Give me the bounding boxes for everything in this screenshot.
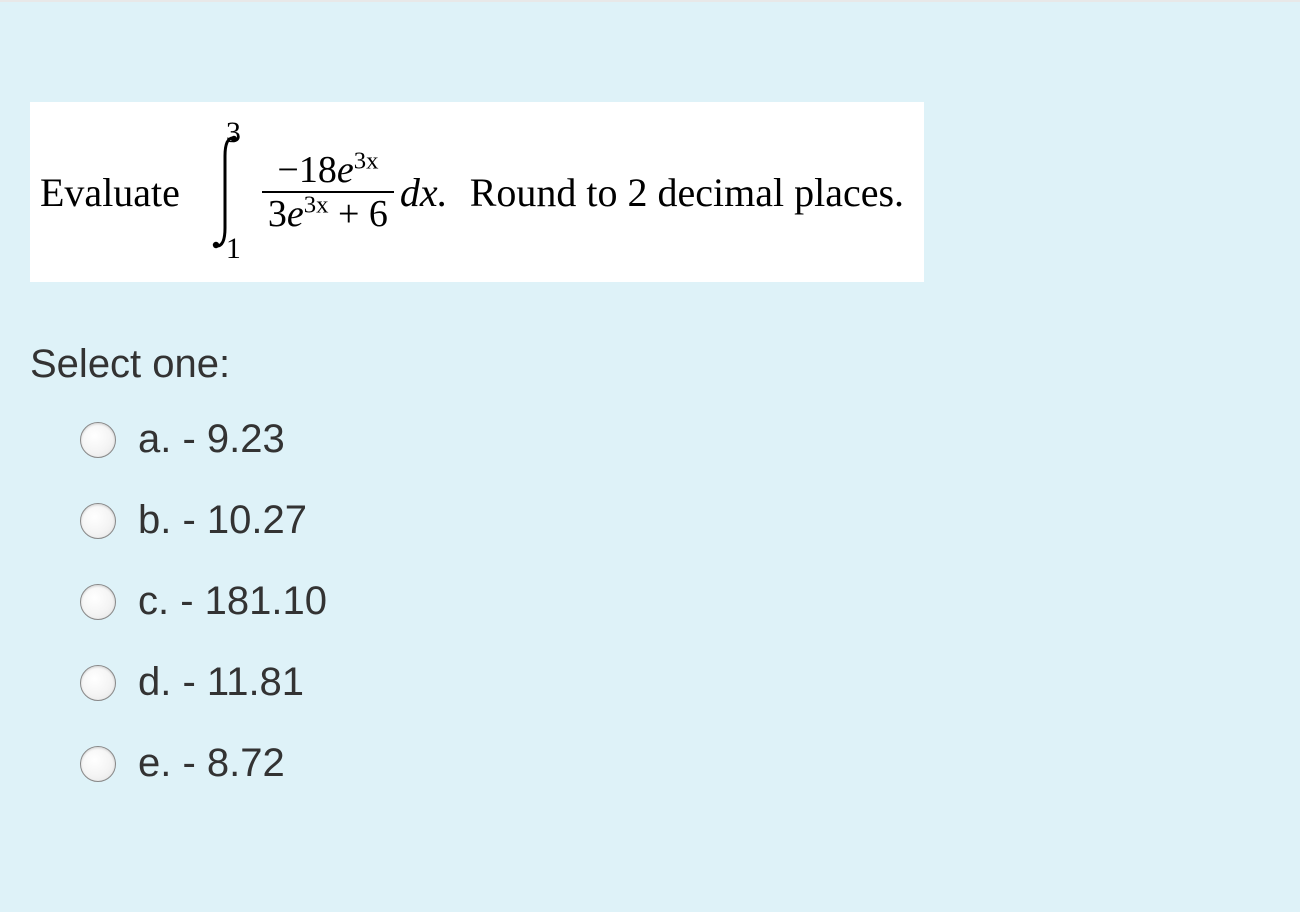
radio-icon[interactable] xyxy=(80,665,116,701)
radio-icon[interactable] xyxy=(80,584,116,620)
dx-label: dx. xyxy=(400,169,448,216)
option-label: e. - 8.72 xyxy=(138,741,285,786)
option-e[interactable]: e. - 8.72 xyxy=(80,741,1270,786)
select-one-label: Select one: xyxy=(30,342,1270,387)
quiz-page: Evaluate 3 1 −18e3x 3e3x + 6 dx. xyxy=(0,0,1300,912)
option-label: c. - 181.10 xyxy=(138,579,327,624)
radio-icon[interactable] xyxy=(80,746,116,782)
round-instruction: Round to 2 decimal places. xyxy=(470,169,904,216)
integral-expression: 3 1 −18e3x 3e3x + 6 dx. xyxy=(202,122,448,262)
integral-upper-limit: 3 xyxy=(226,116,241,150)
option-b[interactable]: b. - 10.27 xyxy=(80,498,1270,543)
radio-icon[interactable] xyxy=(80,503,116,539)
integral-lower-limit: 1 xyxy=(226,232,241,266)
option-label: b. - 10.27 xyxy=(138,498,307,543)
fraction-denominator: 3e3x + 6 xyxy=(262,193,394,235)
radio-icon[interactable] xyxy=(80,422,116,458)
options-list: a. - 9.23 b. - 10.27 c. - 181.10 d. - 11… xyxy=(30,417,1270,786)
option-label: d. - 11.81 xyxy=(138,660,304,705)
option-d[interactable]: d. - 11.81 xyxy=(80,660,1270,705)
evaluate-label: Evaluate xyxy=(40,169,180,216)
option-a[interactable]: a. - 9.23 xyxy=(80,417,1270,462)
integral-symbol: 3 1 xyxy=(202,122,248,262)
question-block: Evaluate 3 1 −18e3x 3e3x + 6 dx. xyxy=(30,102,924,282)
fraction-numerator: −18e3x xyxy=(271,149,384,191)
option-c[interactable]: c. - 181.10 xyxy=(80,579,1270,624)
option-label: a. - 9.23 xyxy=(138,417,285,462)
question-row: Evaluate 3 1 −18e3x 3e3x + 6 dx. xyxy=(40,122,904,262)
integrand-fraction: −18e3x 3e3x + 6 xyxy=(262,149,394,235)
